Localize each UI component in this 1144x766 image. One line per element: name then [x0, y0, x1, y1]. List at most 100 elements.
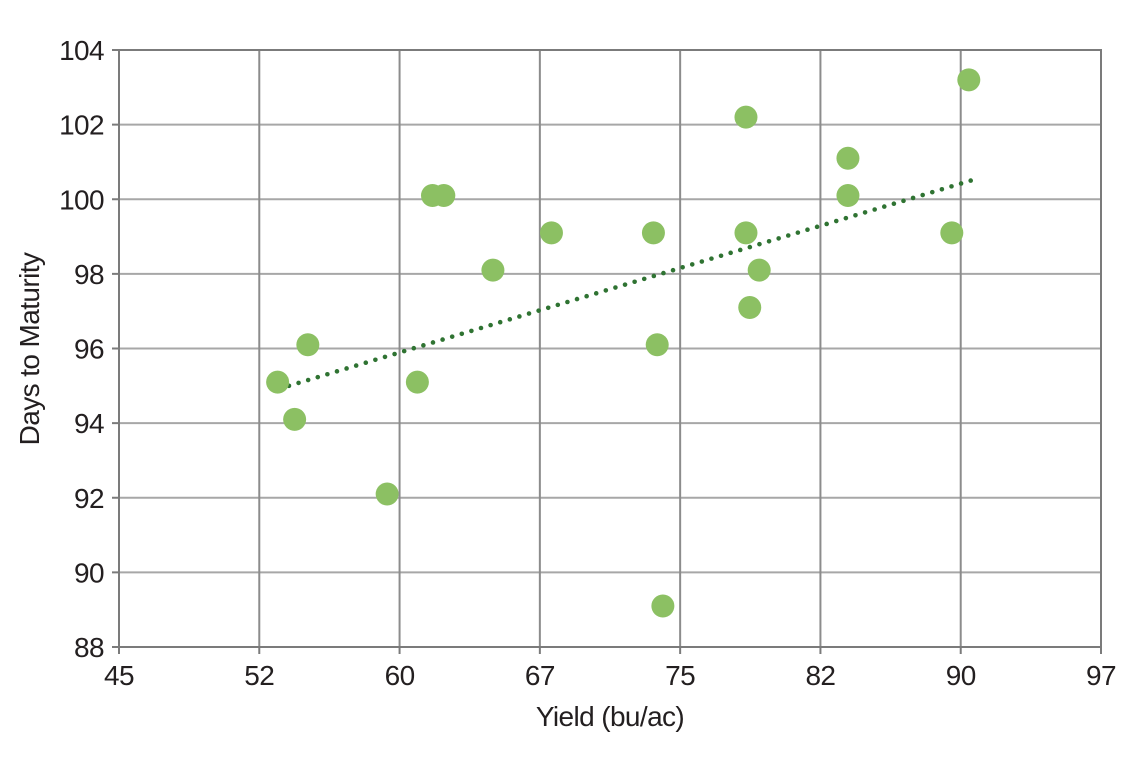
x-tick-label: 90 — [946, 660, 976, 691]
trendline-dot — [958, 181, 964, 186]
trendline-dot — [843, 215, 849, 221]
y-tick-label: 94 — [74, 408, 104, 439]
y-tick-label: 102 — [59, 110, 104, 141]
trendline-dot — [680, 265, 685, 270]
data-point — [405, 370, 429, 394]
trendline-dot — [449, 334, 455, 339]
trendline-dot — [593, 291, 599, 296]
y-tick-label: 98 — [74, 259, 104, 290]
x-tick-label: 67 — [525, 660, 555, 691]
x-tick-label: 97 — [1086, 660, 1116, 691]
trendline-dot — [785, 233, 791, 238]
trendline-dot — [536, 308, 541, 313]
data-point — [734, 221, 758, 245]
trendline-dot — [920, 192, 925, 198]
trendline-dot — [296, 380, 301, 386]
trendline-dot — [670, 267, 676, 273]
data-point — [641, 221, 665, 245]
trendline-dot — [334, 369, 340, 374]
trendline-dot — [872, 207, 877, 212]
trendline-dot — [766, 238, 772, 244]
trendline-dot — [814, 224, 820, 230]
data-point — [940, 221, 964, 245]
trendline-dot — [526, 311, 532, 316]
trendline-dot — [949, 184, 954, 189]
trendline-dot — [795, 230, 801, 235]
trendline-dot — [392, 351, 397, 357]
data-point — [747, 258, 771, 282]
trendline-dot — [776, 236, 781, 241]
trendline-dot — [353, 363, 359, 368]
trendline-dot — [622, 282, 628, 287]
x-tick-label: 75 — [665, 660, 695, 691]
trendline-dot — [651, 273, 657, 279]
trendline-dot — [689, 262, 695, 267]
trendline-dot — [929, 189, 935, 195]
trendline-dot — [497, 319, 503, 325]
data-point — [836, 184, 860, 208]
trendline-dot — [555, 302, 561, 308]
trendline-dot — [805, 227, 810, 233]
data-point — [432, 184, 456, 208]
trendline-dot — [968, 178, 973, 183]
trendline-dot — [747, 244, 753, 250]
trendline-dot — [709, 256, 714, 261]
trendline-dot — [661, 270, 666, 276]
trendline-dot — [305, 377, 311, 383]
trendline-dot — [728, 250, 733, 256]
data-point — [651, 594, 675, 618]
trendline-dot — [613, 285, 618, 290]
trendline-dot — [891, 201, 897, 207]
data-point — [283, 407, 307, 431]
trendline-dot — [411, 345, 417, 351]
trendline-dot — [718, 253, 724, 259]
trendline-dot — [910, 195, 916, 201]
x-tick-label: 45 — [104, 660, 134, 691]
trendline-dot — [344, 366, 349, 371]
y-tick-label: 88 — [74, 632, 104, 663]
trendline-dot — [939, 186, 945, 192]
trendline-dot — [430, 340, 436, 345]
trendline-dot — [459, 331, 465, 337]
data-point — [645, 333, 669, 357]
data-point — [481, 258, 505, 282]
trendline-dot — [699, 259, 705, 264]
trendline-dot — [440, 337, 445, 342]
data-point — [836, 146, 860, 170]
trendline-dot — [382, 354, 388, 360]
data-point — [539, 221, 563, 245]
x-tick-label: 60 — [385, 660, 415, 691]
trendline-dot — [574, 296, 580, 302]
trendline-dot — [517, 314, 522, 319]
trendline-dot — [881, 204, 887, 209]
y-tick-label: 100 — [59, 184, 104, 215]
trendline-dot — [901, 198, 906, 204]
trendline-dot — [757, 241, 762, 247]
trendline-dot — [315, 374, 321, 380]
trendline-dot — [824, 221, 829, 227]
trendline-dot — [603, 288, 609, 293]
trendline-dot — [565, 299, 570, 305]
trendline-dot — [584, 293, 589, 299]
trendline-dot — [862, 210, 868, 215]
trendline-dot — [833, 218, 839, 224]
trendline-dot — [737, 247, 743, 253]
trendline-dot — [401, 348, 407, 354]
trendline-dot — [421, 343, 426, 348]
trendline-dot — [641, 276, 647, 282]
data-point — [957, 68, 981, 92]
trendline-dot — [325, 371, 330, 377]
data-point — [296, 333, 320, 357]
y-tick-label: 92 — [74, 483, 104, 514]
trendline-dot — [469, 328, 474, 334]
y-tick-label: 96 — [74, 334, 104, 365]
data-point — [375, 482, 399, 506]
trendline-dot — [507, 317, 513, 322]
trendline-dot — [632, 279, 637, 285]
x-axis-title: Yield (bu/ac) — [535, 701, 685, 732]
x-tick-label: 82 — [805, 660, 835, 691]
trendline-dot — [363, 360, 369, 365]
trendline-dot — [478, 325, 484, 331]
